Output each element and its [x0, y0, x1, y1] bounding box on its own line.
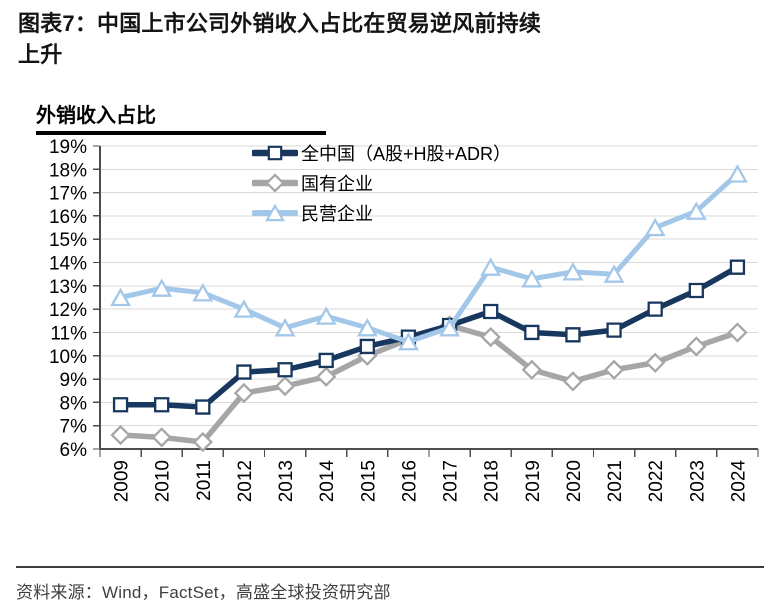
exhibit-title-line2: 上升 — [18, 42, 63, 67]
x-tick-label: 2018 — [482, 460, 503, 502]
data-point-all-china — [647, 301, 663, 317]
exhibit-title-line1: 图表7：中国上市公司外销收入占比在贸易逆风前持续 — [18, 11, 542, 36]
legend-label: 国有企业 — [301, 174, 373, 194]
data-point-poe — [726, 164, 748, 183]
data-point-all-china — [318, 352, 334, 369]
data-point-poe — [192, 283, 214, 302]
data-point-all-china — [729, 259, 746, 275]
data-point-all-china — [483, 303, 499, 320]
x-tick-label: 2012 — [235, 460, 256, 502]
legend-swatch-triangle-icon — [252, 203, 298, 222]
legend-swatch-square-icon — [252, 145, 298, 161]
data-point-poe — [685, 201, 707, 220]
data-point-poe — [356, 317, 378, 337]
x-tick-label: 2019 — [523, 460, 544, 502]
x-tick-label: 2023 — [687, 460, 708, 502]
data-point-soe — [645, 352, 666, 373]
y-tick-label: 19% — [49, 137, 87, 158]
footer-divider — [16, 566, 764, 568]
data-point-poe — [233, 299, 255, 318]
y-tick-label: 6% — [60, 440, 88, 461]
x-tick-label: 2014 — [317, 460, 338, 503]
legend-label: 全中国（A股+H股+ADR） — [301, 144, 512, 164]
data-point-poe — [397, 331, 419, 351]
source-note: 资料来源：Wind，FactSet，高盛全球投资研究部 — [16, 583, 391, 602]
chart-heading: 外销收入占比 — [36, 99, 326, 135]
data-point-poe — [562, 262, 584, 281]
data-point-soe — [686, 336, 707, 357]
y-tick-label: 8% — [60, 393, 88, 414]
series-line-poe — [118, 171, 740, 345]
x-tick-label: 2020 — [564, 460, 585, 502]
data-point-soe — [274, 375, 296, 397]
legend-item-soe: 国有企业 — [252, 168, 511, 198]
data-point-poe — [521, 269, 543, 288]
x-tick-label: 2010 — [153, 460, 174, 502]
data-point-poe — [151, 278, 173, 297]
y-tick-label: 12% — [49, 300, 87, 321]
y-tick-label: 16% — [49, 207, 87, 228]
data-point-all-china — [359, 338, 375, 355]
data-point-soe — [727, 322, 748, 343]
data-point-soe — [233, 382, 255, 404]
data-point-soe — [316, 366, 337, 387]
y-tick-label: 17% — [49, 184, 87, 205]
y-tick-label: 13% — [49, 277, 87, 298]
data-point-soe — [151, 427, 172, 448]
y-tick-label: 15% — [49, 230, 87, 251]
data-point-soe — [110, 424, 131, 446]
data-point-all-china — [688, 282, 704, 299]
y-tick-label: 7% — [60, 417, 88, 438]
legend-swatch-diamond-icon — [252, 173, 298, 193]
x-tick-label: 2021 — [605, 460, 626, 502]
data-point-soe — [603, 359, 625, 380]
x-tick-label: 2022 — [646, 460, 667, 502]
data-point-poe — [274, 317, 296, 337]
legend-item-poe: 民营企业 — [252, 198, 511, 228]
legend-label: 民营企业 — [301, 204, 373, 224]
data-point-soe — [480, 326, 501, 348]
y-tick-label: 14% — [49, 254, 87, 275]
data-point-poe — [110, 287, 132, 307]
x-tick-label: 2024 — [728, 460, 749, 503]
data-point-poe — [480, 257, 502, 276]
series-line-all-china — [117, 264, 741, 410]
data-point-all-china — [112, 397, 129, 413]
data-point-soe — [521, 359, 542, 380]
series-line-soe — [117, 322, 741, 445]
y-tick-label: 11% — [50, 323, 87, 344]
data-point-poe — [439, 317, 461, 337]
x-tick-label: 2013 — [276, 460, 297, 502]
x-tick-label: 2017 — [441, 460, 462, 502]
exhibit-title: 图表7：中国上市公司外销收入占比在贸易逆风前持续 上升 — [18, 8, 758, 70]
y-tick-label: 10% — [49, 347, 87, 368]
data-point-poe — [644, 217, 666, 237]
y-tick-label: 18% — [49, 160, 87, 181]
data-point-all-china — [277, 362, 293, 378]
data-point-soe — [192, 431, 213, 453]
data-point-all-china — [565, 327, 581, 343]
data-point-all-china — [524, 324, 540, 341]
data-point-soe — [562, 371, 584, 392]
data-point-all-china — [236, 364, 252, 380]
data-point-all-china — [606, 322, 622, 338]
x-tick-label: 2015 — [358, 460, 379, 502]
legend-item-all-china: 全中国（A股+H股+ADR） — [252, 138, 511, 168]
y-tick-label: 9% — [60, 370, 88, 391]
data-point-poe — [603, 264, 625, 283]
data-point-all-china — [195, 399, 211, 415]
data-point-all-china — [154, 397, 170, 413]
x-tick-label: 2011 — [194, 460, 215, 501]
chart-legend: 全中国（A股+H股+ADR） 国有企业民营企业 — [252, 138, 511, 228]
x-tick-label: 2016 — [399, 460, 420, 502]
data-point-poe — [315, 306, 337, 325]
x-tick-label: 2009 — [112, 460, 133, 502]
